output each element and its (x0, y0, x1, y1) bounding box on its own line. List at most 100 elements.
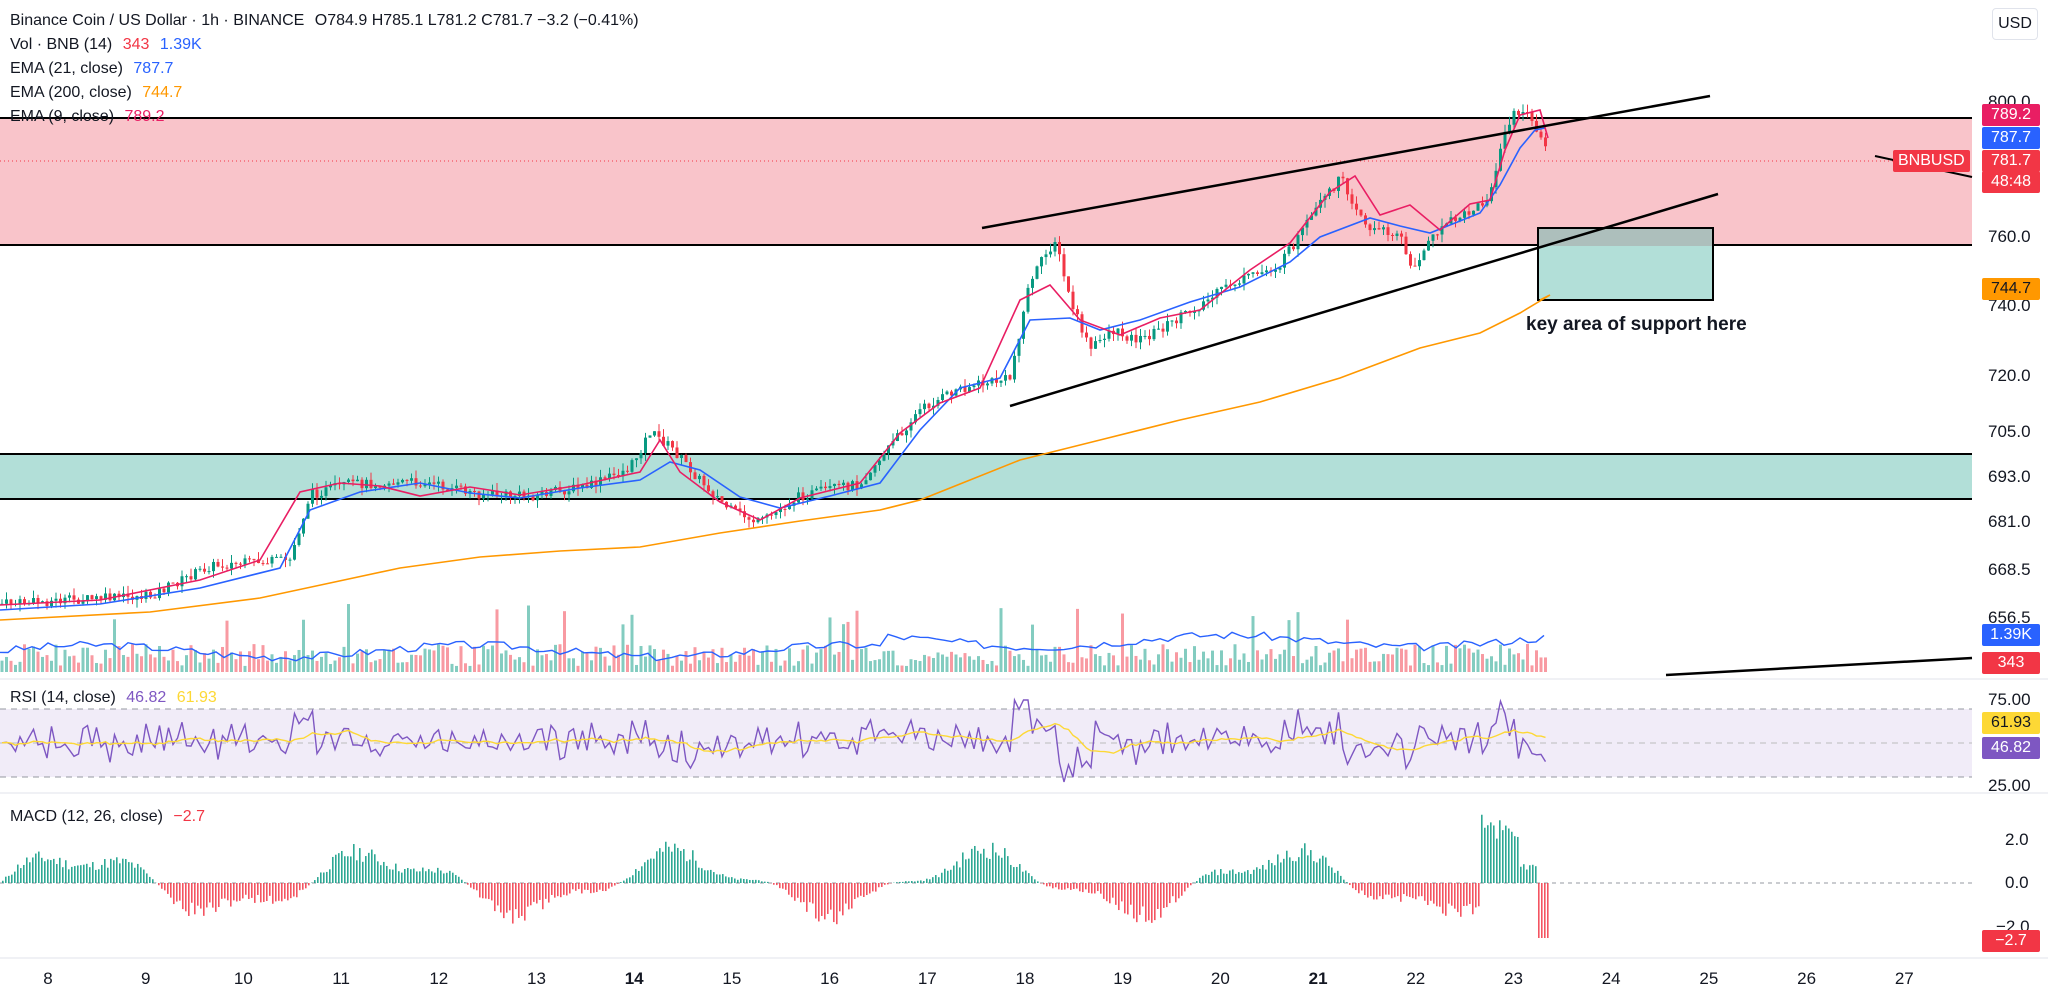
candle-body[interactable] (1238, 283, 1241, 285)
candle-body[interactable] (36, 598, 40, 604)
candle-body[interactable] (927, 403, 931, 409)
candle-body[interactable] (1283, 253, 1286, 268)
candle-body[interactable] (518, 491, 521, 497)
candle-body[interactable] (68, 595, 71, 598)
candle-body[interactable] (950, 391, 953, 396)
candle-body[interactable] (1031, 278, 1034, 288)
candle-body[interactable] (860, 484, 863, 489)
candle-body[interactable] (783, 508, 787, 510)
candle-body[interactable] (266, 563, 269, 565)
candle-body[interactable] (189, 576, 193, 580)
candle-body[interactable] (1143, 335, 1147, 337)
candle-body[interactable] (702, 475, 706, 486)
candle-body[interactable] (594, 480, 598, 486)
candle-body[interactable] (734, 505, 737, 509)
candle-body[interactable] (644, 437, 647, 453)
candle-body[interactable] (185, 576, 188, 578)
candle-body[interactable] (1076, 309, 1079, 315)
candle-body[interactable] (1004, 375, 1007, 381)
candle-body[interactable] (1440, 226, 1444, 235)
candle-body[interactable] (261, 563, 265, 565)
candle-body[interactable] (941, 394, 944, 401)
candle-body[interactable] (1260, 272, 1264, 274)
candle-body[interactable] (1436, 234, 1439, 236)
candle-body[interactable] (1458, 217, 1462, 221)
candle-body[interactable] (536, 494, 539, 501)
candle-body[interactable] (221, 566, 224, 568)
candle-body[interactable] (432, 482, 436, 484)
candle-body[interactable] (158, 588, 161, 599)
candle-body[interactable] (1206, 299, 1210, 302)
candle-body[interactable] (1422, 250, 1426, 261)
candle-body[interactable] (1391, 234, 1394, 236)
candle-body[interactable] (1274, 269, 1277, 272)
candle-body[interactable] (459, 485, 463, 487)
candle-body[interactable] (351, 479, 355, 482)
candle-body[interactable] (1472, 210, 1475, 215)
candle-body[interactable] (374, 486, 377, 489)
candle-body[interactable] (891, 440, 895, 446)
candle-body[interactable] (828, 486, 832, 489)
ema9-line[interactable] (0, 109, 1549, 606)
candle-body[interactable] (842, 482, 845, 486)
candle-body[interactable] (288, 559, 292, 561)
candle-body[interactable] (1400, 233, 1403, 237)
lower-channel-line[interactable] (1009, 192, 1719, 408)
candle-body[interactable] (1062, 254, 1066, 277)
candle-body[interactable] (1103, 338, 1106, 340)
candle-body[interactable] (198, 568, 202, 570)
candle-body[interactable] (797, 492, 800, 503)
candle-body[interactable] (315, 489, 319, 498)
candle-body[interactable] (144, 591, 148, 599)
candle-body[interactable] (752, 519, 755, 523)
candle-body[interactable] (1314, 207, 1318, 216)
candle-body[interactable] (1247, 273, 1250, 276)
candle-body[interactable] (108, 593, 112, 601)
candle-body[interactable] (104, 593, 107, 600)
candle-body[interactable] (1305, 219, 1309, 228)
candle-body[interactable] (1539, 131, 1543, 138)
candle-body[interactable] (1544, 137, 1547, 147)
candle-body[interactable] (657, 431, 661, 437)
candle-body[interactable] (347, 479, 350, 482)
candle-body[interactable] (1202, 301, 1205, 310)
candle-body[interactable] (878, 460, 881, 466)
candle-body[interactable] (423, 484, 427, 487)
candle-body[interactable] (1017, 338, 1021, 356)
candle-body[interactable] (531, 495, 535, 501)
candle-body[interactable] (1296, 235, 1300, 250)
candle-body[interactable] (995, 378, 998, 383)
candle-body[interactable] (1161, 328, 1165, 332)
candle-body[interactable] (675, 447, 679, 458)
candle-body[interactable] (1044, 254, 1048, 258)
candle-body[interactable] (405, 479, 409, 481)
candle-body[interactable] (72, 595, 76, 600)
candle-body[interactable] (806, 498, 809, 501)
candle-body[interactable] (59, 598, 62, 604)
candle-body[interactable] (1157, 328, 1160, 330)
candle-body[interactable] (936, 400, 940, 406)
candle-body[interactable] (1193, 311, 1196, 313)
candle-body[interactable] (90, 595, 94, 600)
rsi-ma-line[interactable] (1, 722, 1546, 754)
candle-body[interactable] (1418, 260, 1421, 267)
candle-body[interactable] (1287, 246, 1291, 254)
candle-body[interactable] (999, 380, 1003, 383)
candle-body[interactable] (1130, 334, 1133, 341)
candle-body[interactable] (297, 533, 301, 545)
candle-body[interactable] (216, 561, 220, 567)
candle-body[interactable] (306, 503, 310, 519)
candle-body[interactable] (32, 598, 35, 603)
candle-body[interactable] (392, 483, 395, 485)
candle-body[interactable] (1404, 236, 1408, 255)
ema200-line[interactable] (0, 294, 1551, 621)
candle-body[interactable] (95, 596, 98, 600)
candle-body[interactable] (1067, 276, 1070, 292)
candle-body[interactable] (815, 488, 818, 491)
candle-body[interactable] (671, 441, 674, 448)
candle-body[interactable] (464, 486, 467, 494)
candle-body[interactable] (1040, 257, 1043, 267)
candle-body[interactable] (1013, 355, 1016, 380)
candle-body[interactable] (819, 486, 823, 489)
